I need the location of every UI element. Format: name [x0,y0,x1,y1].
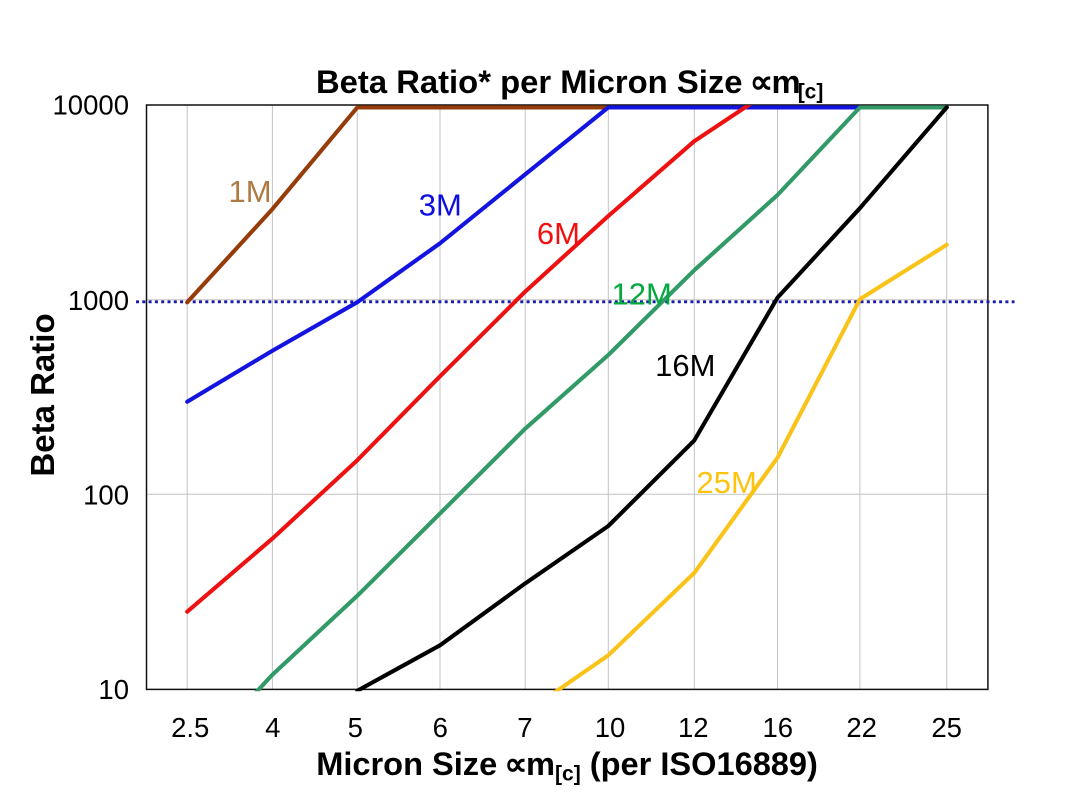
svg-text:5: 5 [348,712,363,743]
svg-text:6: 6 [433,712,448,743]
svg-text:2.5: 2.5 [171,712,209,743]
svg-text:Beta Ratio* per Micron Size ∝m: Beta Ratio* per Micron Size ∝m[c] [316,63,823,103]
svg-text:16: 16 [763,712,794,743]
svg-text:Micron Size ∝m[c] (per ISO1688: Micron Size ∝m[c] (per ISO16889) [316,745,818,785]
svg-text:25: 25 [931,712,962,743]
svg-text:10000: 10000 [53,89,129,120]
svg-text:12M: 12M [612,277,672,312]
svg-text:10: 10 [98,674,129,705]
svg-text:Beta Ratio: Beta Ratio [24,313,61,476]
svg-text:100: 100 [83,480,129,511]
svg-text:6M: 6M [537,216,580,251]
svg-text:3M: 3M [419,187,462,222]
svg-text:25M: 25M [697,465,757,500]
svg-text:10: 10 [595,712,626,743]
svg-text:1000: 1000 [68,285,129,316]
svg-text:22: 22 [846,712,877,743]
svg-text:16M: 16M [655,348,715,383]
svg-text:4: 4 [265,712,280,743]
svg-text:7: 7 [517,712,532,743]
svg-text:12: 12 [678,712,709,743]
svg-text:1M: 1M [228,174,271,209]
